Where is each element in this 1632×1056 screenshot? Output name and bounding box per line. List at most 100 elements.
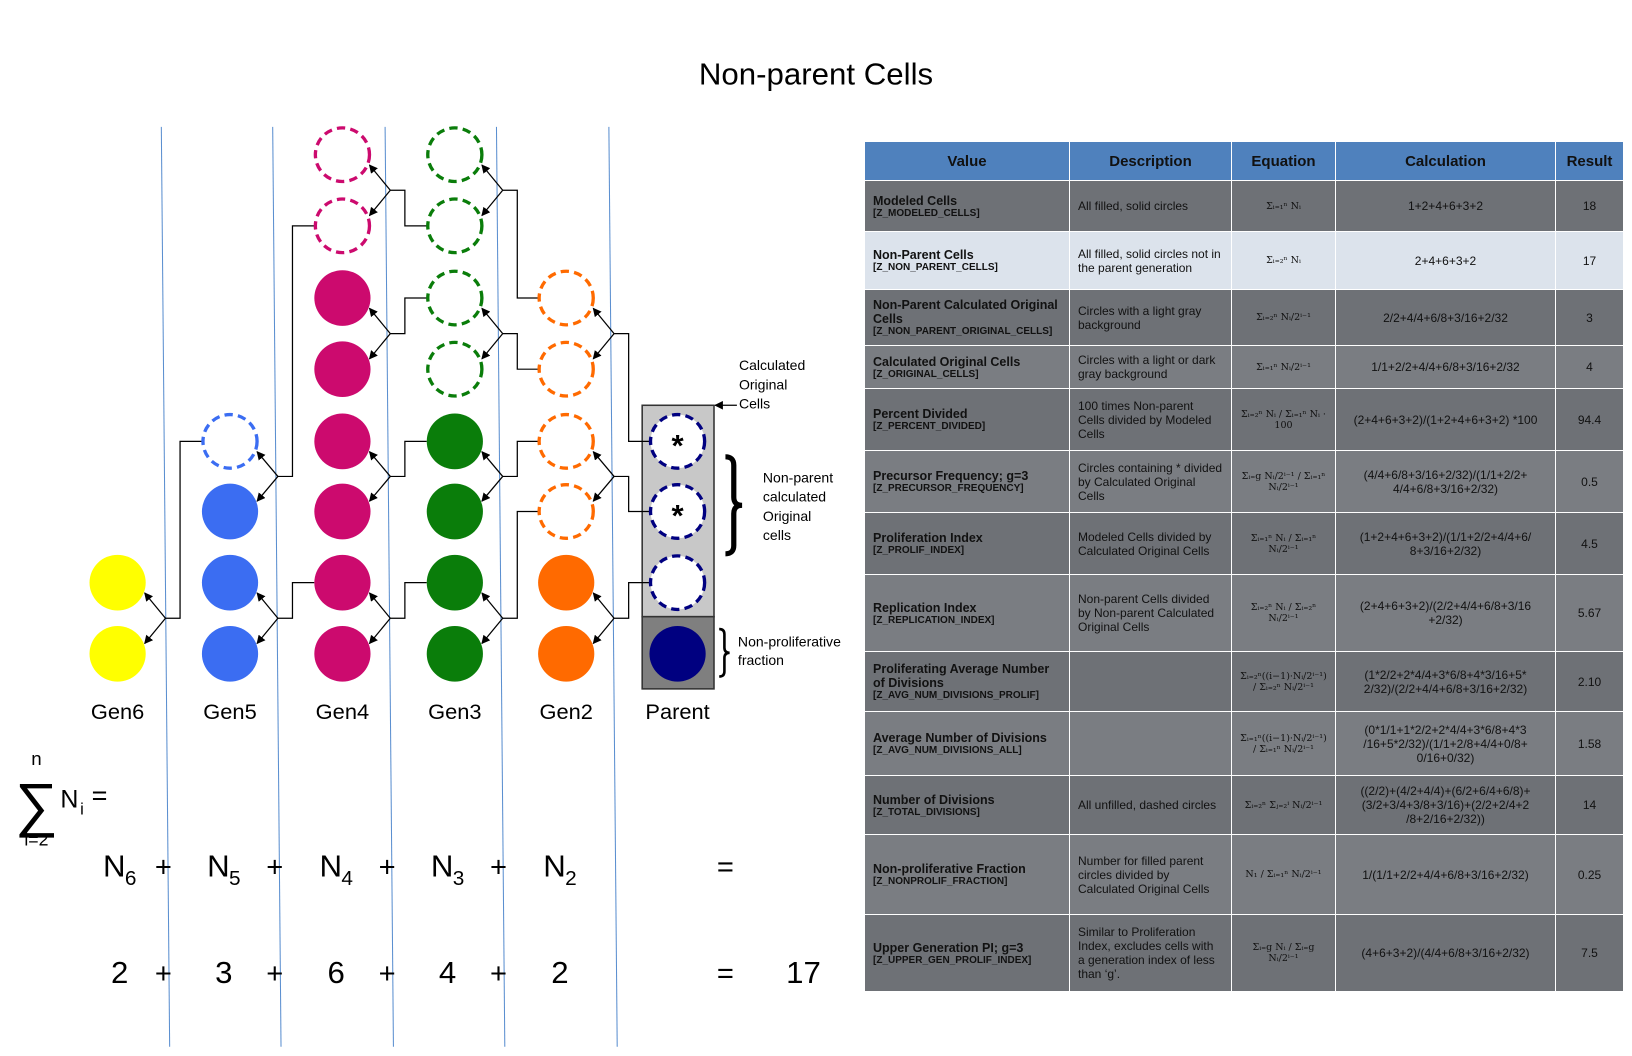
value-name: Upper Generation PI; g=3 xyxy=(873,940,1024,955)
value-cell: Non-Parent Cells [Z_NON_PARENT_CELLS] xyxy=(864,231,1070,290)
value-name: Calculated Original Cells xyxy=(873,354,1021,369)
connector-arrow xyxy=(368,164,391,191)
connector-arrow xyxy=(368,617,391,645)
description-cell: Modeled Cells divided by Calculated Orig… xyxy=(1069,512,1232,575)
separator xyxy=(608,126,618,1047)
equation-cell: Σᵢ₌₁ⁿ Nᵢ xyxy=(1231,180,1336,232)
table-row: Modeled Cells [Z_MODELED_CELLS] All filled… xyxy=(864,180,1624,232)
calculation-cell: (1+2+4+6+3+2)/(1/1+2/2+4/4+6/ 8+3/16+2/3… xyxy=(1335,512,1556,575)
description-cell: Circles with a light or dark gray backgr… xyxy=(1069,345,1232,389)
connector-arrow xyxy=(256,617,279,645)
annotation: cells xyxy=(763,527,791,543)
cell-dashed xyxy=(537,269,595,327)
value-name: Replication Index xyxy=(873,600,977,615)
result-cell: 4.5 xyxy=(1555,512,1624,575)
connector-arrow xyxy=(368,189,391,217)
term-symbol: N xyxy=(320,849,343,884)
value-code: [Z_NON_PARENT_CELLS] xyxy=(873,262,998,273)
value-cell: Proliferating Average Number of Division… xyxy=(864,651,1070,712)
value-name: Precursor Frequency; g=3 xyxy=(873,469,1029,483)
cell-filled xyxy=(314,341,371,398)
value-name: Number of Divisions xyxy=(873,792,995,807)
table-row: Non-Parent Calculated Original Cells [Z_N… xyxy=(864,289,1624,346)
term-symbol: N xyxy=(431,849,454,884)
generation-label: Gen6 xyxy=(91,699,144,724)
connector-arrow xyxy=(481,164,504,191)
result-cell: 0.5 xyxy=(1555,450,1624,513)
sum-upper: n xyxy=(31,748,41,769)
header-cell: Result xyxy=(1555,141,1624,181)
separator xyxy=(272,126,282,1047)
result-cell: 3 xyxy=(1555,289,1624,346)
value-code: [Z_PRECURSOR_FREQUENCY] xyxy=(873,483,1024,494)
equation-cell: Σᵢ₌₂ⁿ Σⱼ₌₂ⁱ Nᵢ/2ⁱ⁻¹ xyxy=(1231,775,1336,835)
value-name: Non-proliferative Fraction xyxy=(873,862,1026,876)
cell-dashed xyxy=(426,340,484,398)
value-cell: Precursor Frequency; g=3 [Z_PRECURSOR_FRE… xyxy=(864,450,1070,513)
sum-sigma: ∑ xyxy=(15,771,58,838)
description-cell: Number for filled parent circles divided… xyxy=(1069,834,1232,915)
count: 3 xyxy=(215,955,232,990)
value-cell: Average Number of Divisions [Z_AVG_NUM_DI… xyxy=(864,711,1070,776)
result-cell: 5.67 xyxy=(1555,574,1624,652)
summary-table: Value Description Equation Calculation Resul… xyxy=(864,141,1624,992)
connector xyxy=(277,582,315,619)
header-cell: Value xyxy=(864,141,1070,181)
calculation-cell: (2+4+6+3+2)/(1+2+4+6+3+2) *100 xyxy=(1335,388,1556,451)
table-row: Calculated Original Cells [Z_ORIGINAL_CEL… xyxy=(864,345,1624,389)
cell-filled xyxy=(314,270,371,326)
value-code: [Z_AVG_NUM_DIVISIONS_PROLIF] xyxy=(873,690,1039,701)
calculation-cell: (0*1/1+1*2/2+2*4/4+3*6/8+4*3 /16+5*2/32)… xyxy=(1335,711,1556,776)
connector xyxy=(502,332,539,370)
generation-label: Parent xyxy=(645,699,709,724)
term-symbol: N xyxy=(543,849,566,884)
value-code: [Z_PERCENT_DIVIDED] xyxy=(873,421,986,432)
description-cell xyxy=(1069,651,1232,712)
cell-filled xyxy=(426,625,483,682)
connector-arrow xyxy=(368,451,391,477)
cell-filled xyxy=(314,413,371,470)
cell-dashed xyxy=(426,126,484,184)
result-cell: 94.4 xyxy=(1555,388,1624,451)
table-row: Proliferating Average Number of Division… xyxy=(864,651,1624,712)
equation-cell: Σᵢ₌₁ⁿ Nᵢ / Σᵢ₌₁ⁿ Nᵢ/2ⁱ⁻¹ xyxy=(1231,512,1336,575)
cell-filled xyxy=(89,625,146,682)
annotation: Cells xyxy=(739,395,770,411)
value-cell: Calculated Original Cells [Z_ORIGINAL_CEL… xyxy=(864,345,1070,389)
result-cell: 0.25 xyxy=(1555,834,1624,915)
value-cell: Percent Divided [Z_PERCENT_DIVIDED] xyxy=(864,388,1070,451)
cell-dashed xyxy=(648,483,707,540)
equation-cell: Σᵢ₌₁ⁿ((i−1)·Nᵢ/2ⁱ⁻¹) / Σᵢ₌₁ⁿ Nᵢ/2ⁱ⁻¹ xyxy=(1231,711,1336,776)
result-cell: 18 xyxy=(1555,180,1624,232)
operator: + xyxy=(155,958,172,990)
table-row: Upper Generation PI; g=3 [Z_UPPER_GEN_PRO… xyxy=(864,914,1624,992)
value-cell: Non-proliferative Fraction [Z_NONPROLIF_F… xyxy=(864,834,1070,915)
brace xyxy=(719,627,730,678)
equation-cell: Σᵢ₌₁ⁿ Nᵢ/2ⁱ⁻¹ xyxy=(1231,345,1336,389)
total: 17 xyxy=(786,955,821,990)
cell-dashed xyxy=(313,126,372,184)
generation-label: Gen3 xyxy=(428,699,481,724)
connector-arrow xyxy=(481,189,504,217)
value-code: [Z_AVG_NUM_DIVISIONS_ALL] xyxy=(873,745,1022,756)
connector-arrow xyxy=(481,592,504,619)
table-row: Proliferation Index [Z_PROLIF_INDEX] Model… xyxy=(864,512,1624,575)
connector-arrow xyxy=(481,451,504,477)
cell-filled xyxy=(426,413,483,470)
value-name: Proliferating Average Number of Division… xyxy=(873,662,1050,690)
equation-cell: Σᵢ₌g Nᵢ/2ⁱ⁻¹ / Σᵢ₌₁ⁿ Nᵢ/2ⁱ⁻¹ xyxy=(1231,450,1336,513)
separator xyxy=(160,126,171,1047)
connector-arrow xyxy=(256,592,279,619)
generation-label: Gen4 xyxy=(316,699,369,724)
description-cell: All filled, solid circles not in the par… xyxy=(1069,231,1232,290)
cell-dashed xyxy=(537,483,595,540)
connector-arrow xyxy=(481,333,504,360)
sum-equals: = xyxy=(92,780,108,810)
cell-filled xyxy=(89,554,146,611)
description-cell: 100 times Non-parent Cells divided by Mo… xyxy=(1069,388,1232,451)
term-index: 6 xyxy=(125,867,137,890)
count: 4 xyxy=(439,955,456,990)
cell-filled xyxy=(201,554,259,611)
calculation-cell: 2/2+4/4+6/8+3/16+2/32 xyxy=(1335,289,1556,346)
